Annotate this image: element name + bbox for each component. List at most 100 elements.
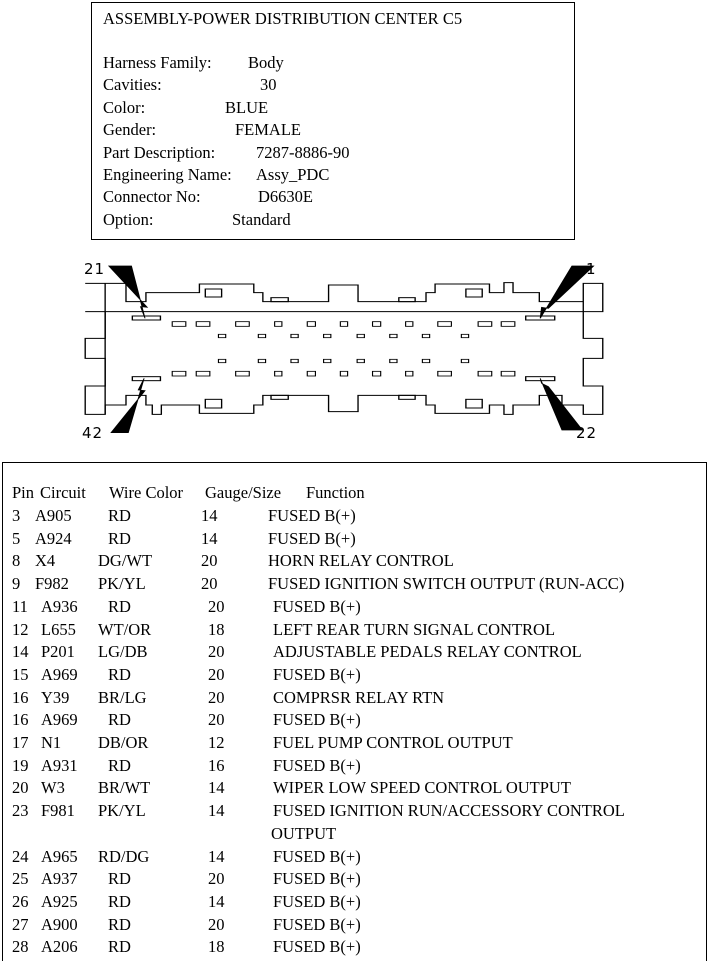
info-field: Gender: FEMALE: [103, 120, 301, 140]
cell-pin: 11: [12, 596, 28, 616]
cavity: [306, 370, 316, 377]
info-field-label: Option:: [103, 209, 154, 229]
cell-function: ADJUSTABLE PEDALS RELAY CONTROL: [273, 642, 582, 662]
cell-circuit: N1: [41, 733, 62, 752]
cavity: [235, 321, 250, 327]
cell-wire-color: RD: [108, 506, 131, 525]
cell-wire-color: DB/OR: [98, 733, 149, 752]
info-field-label: Cavities:: [103, 75, 162, 95]
cavity: [500, 370, 516, 377]
cell-pin: 5: [12, 528, 21, 548]
cell-gauge: 20: [201, 551, 218, 571]
cell-circuit: A924: [35, 528, 72, 548]
cell-circuit: F982: [35, 574, 69, 594]
info-field-label: Engineering Name:: [103, 165, 232, 184]
pinout-table: Pin Circuit Wire Color Gauge/Size Functi…: [2, 462, 707, 961]
cavity: [290, 358, 299, 364]
cell-circuit: A936: [41, 596, 78, 616]
header-circuit: Circuit: [40, 483, 86, 502]
info-field: Connector No: D6630E: [103, 187, 313, 207]
header-pin: Pin: [12, 483, 35, 502]
info-field: Part Description: 7287-8886-90: [103, 142, 350, 163]
cell-function: FUSED B(+): [273, 937, 361, 957]
cell-pin: 8: [12, 551, 21, 571]
cell-gauge: 14: [208, 846, 225, 866]
cell-pin: 16: [12, 710, 29, 730]
cell-gauge: 20: [208, 914, 225, 934]
table-row: 15 A969 RD 20 FUSED B(+): [3, 665, 703, 687]
cavity: [290, 333, 299, 339]
table-row: 14 P201 LG/DB 20 ADJUSTABLE PEDALS RELAY…: [3, 642, 703, 664]
table-row: 8 X4 DG/WT 20 HORN RELAY CONTROL: [3, 551, 703, 573]
cell-gauge: 20: [208, 642, 225, 662]
cell-pin: 9: [12, 574, 21, 594]
cavity: [460, 358, 470, 364]
cell-function-cont: OUTPUT: [271, 823, 337, 843]
cell-wire-color: RD/DG: [98, 846, 150, 866]
cell-circuit: A969: [41, 710, 78, 730]
header-function: Function: [306, 483, 365, 502]
cavity: [437, 321, 452, 327]
cell-wire-color: RD: [108, 755, 131, 775]
cell-circuit: A931: [41, 755, 78, 775]
cavity: [323, 333, 332, 339]
cell-pin: 16: [12, 687, 29, 707]
info-field-value: Assy_PDC: [256, 165, 330, 184]
table-row: 3 A905 RD 14 FUSED B(+): [3, 506, 703, 528]
info-field-label: Harness Family:: [103, 53, 212, 72]
info-field-label: Part Description:: [103, 142, 216, 162]
cell-circuit: A937: [41, 869, 78, 889]
cell-wire-color: RD: [108, 528, 131, 548]
cell-function: FUSED B(+): [273, 664, 361, 684]
cell-circuit: F981: [41, 801, 75, 821]
table-row: 16 A969 RD 20 FUSED B(+): [3, 710, 703, 732]
info-field: Cavities: 30: [103, 75, 277, 95]
cell-wire-color: RD: [108, 891, 131, 911]
cavity: [477, 321, 493, 327]
cavity: [421, 333, 431, 339]
cell-pin: 14: [12, 642, 29, 662]
cell-function: FUSED IGNITION RUN/ACCESSORY CONTROL: [273, 801, 625, 821]
connector-face-diagram: [84, 265, 604, 433]
cell-function: LEFT REAR TURN SIGNAL CONTROL: [273, 619, 556, 639]
cavity: [306, 321, 316, 327]
cell-circuit: W3: [41, 778, 65, 798]
cell-circuit: A900: [41, 914, 78, 934]
info-field: Color: BLUE: [103, 97, 268, 118]
cavity: [257, 333, 267, 339]
table-row: 12 L655 WT/OR 18 LEFT REAR TURN SIGNAL C…: [3, 620, 703, 642]
cell-wire-color: PK/YL: [98, 801, 146, 821]
cell-function: FUSED IGNITION SWITCH OUTPUT (RUN-ACC): [268, 574, 625, 594]
cell-wire-color: RD: [108, 664, 131, 684]
cell-gauge: 18: [208, 619, 225, 639]
cell-function: FUSED B(+): [273, 596, 361, 616]
info-field-label: Connector No:: [103, 187, 201, 207]
info-field-value: D6630E: [258, 187, 313, 207]
cavity: [171, 321, 187, 327]
cell-pin: 15: [12, 664, 29, 684]
cavity: [389, 358, 398, 364]
table-row: 16 Y39 BR/LG 20 COMPRSR RELAY RTN: [3, 688, 703, 710]
pin-label-42: 42: [82, 424, 104, 442]
cavity: [171, 370, 187, 377]
table-row: 20 W3 BR/WT 14 WIPER LOW SPEED CONTROL O…: [3, 778, 703, 800]
cavity: [195, 370, 211, 377]
cell-circuit: A206: [41, 937, 78, 957]
cell-circuit: A969: [41, 664, 78, 684]
cell-wire-color: RD: [108, 914, 131, 934]
cavity: [217, 333, 227, 339]
cell-wire-color: RD: [108, 937, 131, 957]
cell-function: FUSED B(+): [268, 528, 356, 548]
cell-circuit: A965: [41, 846, 78, 866]
cavity: [356, 358, 365, 364]
table-row: 23 F981 PK/YL 14 FUSED IGNITION RUN/ACCE…: [3, 801, 703, 823]
header-wire-color: Wire Color: [109, 483, 184, 502]
cell-wire-color: RD: [108, 869, 131, 889]
cell-gauge: 14: [201, 528, 218, 548]
pin-label-21: 21: [84, 260, 106, 278]
cell-gauge: 18: [208, 937, 225, 957]
cell-gauge: 20: [208, 664, 225, 684]
cell-function: FUSED B(+): [268, 506, 356, 525]
info-field-label: Color:: [103, 97, 146, 117]
cell-gauge: 16: [208, 755, 225, 775]
